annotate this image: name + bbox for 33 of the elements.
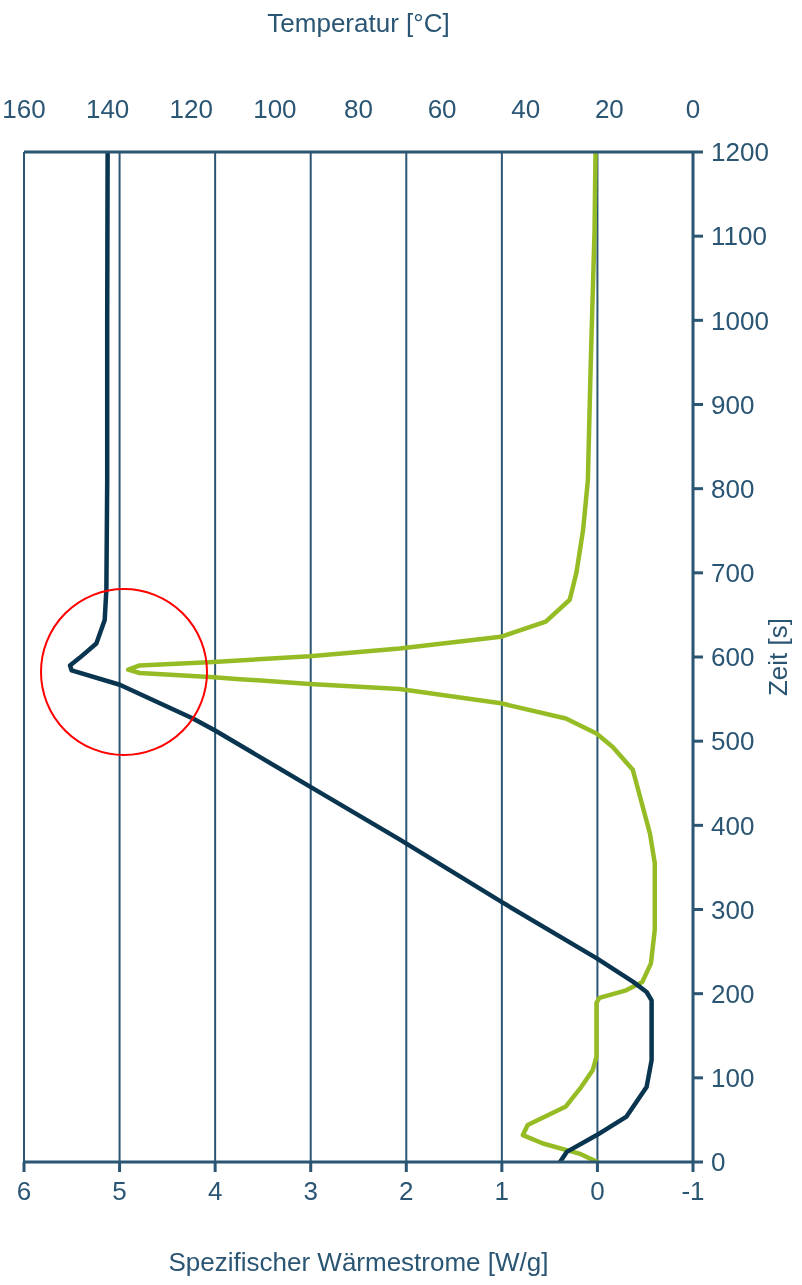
y-tick-label: 200 — [711, 978, 755, 1009]
x-tick-label: 2 — [399, 1176, 414, 1207]
x2-tick-label: 160 — [2, 94, 46, 124]
x-tick-label: 4 — [207, 1176, 223, 1207]
x-tick-label: 3 — [303, 1176, 318, 1207]
y-tick-label: 1000 — [711, 305, 769, 336]
y-tick-label: 600 — [711, 642, 755, 673]
x2-tick-label: 20 — [594, 94, 624, 124]
x2-axis-title: Temperatur [°C] — [267, 8, 450, 39]
x2-tick-label: 100 — [253, 94, 297, 124]
y-tick-label: 800 — [711, 473, 755, 504]
x2-tick-label: 80 — [344, 94, 373, 124]
y-tick-label: 500 — [711, 726, 755, 757]
y-tick-label: 400 — [711, 810, 755, 841]
y-tick-label: 1100 — [711, 221, 767, 252]
x-tick-label: 0 — [590, 1176, 605, 1207]
x2-tick-label: 40 — [511, 94, 541, 124]
x-tick-label: 1 — [494, 1176, 510, 1207]
x-tick-label: 5 — [112, 1176, 127, 1207]
x2-tick-label: 0 — [685, 94, 701, 124]
y-tick-label: 1200 — [711, 137, 769, 168]
x-tick-label: -1 — [681, 1176, 705, 1207]
y-tick-label: 900 — [711, 389, 755, 420]
y-tick-label: 300 — [711, 894, 755, 925]
x2-tick-label: 140 — [85, 94, 130, 124]
y-tick-label: 100 — [711, 1063, 755, 1094]
x-axis-title: Spezifischer Wärmestrome [W/g] — [168, 1247, 549, 1277]
y-tick-label: 700 — [711, 558, 755, 589]
y-tick-label: 0 — [711, 1147, 726, 1178]
y-axis-title: Zeit [s] — [763, 617, 794, 697]
x2-tick-label: 120 — [169, 94, 213, 124]
x2-tick-label: 60 — [427, 94, 457, 124]
x-tick-label: 6 — [16, 1176, 32, 1207]
